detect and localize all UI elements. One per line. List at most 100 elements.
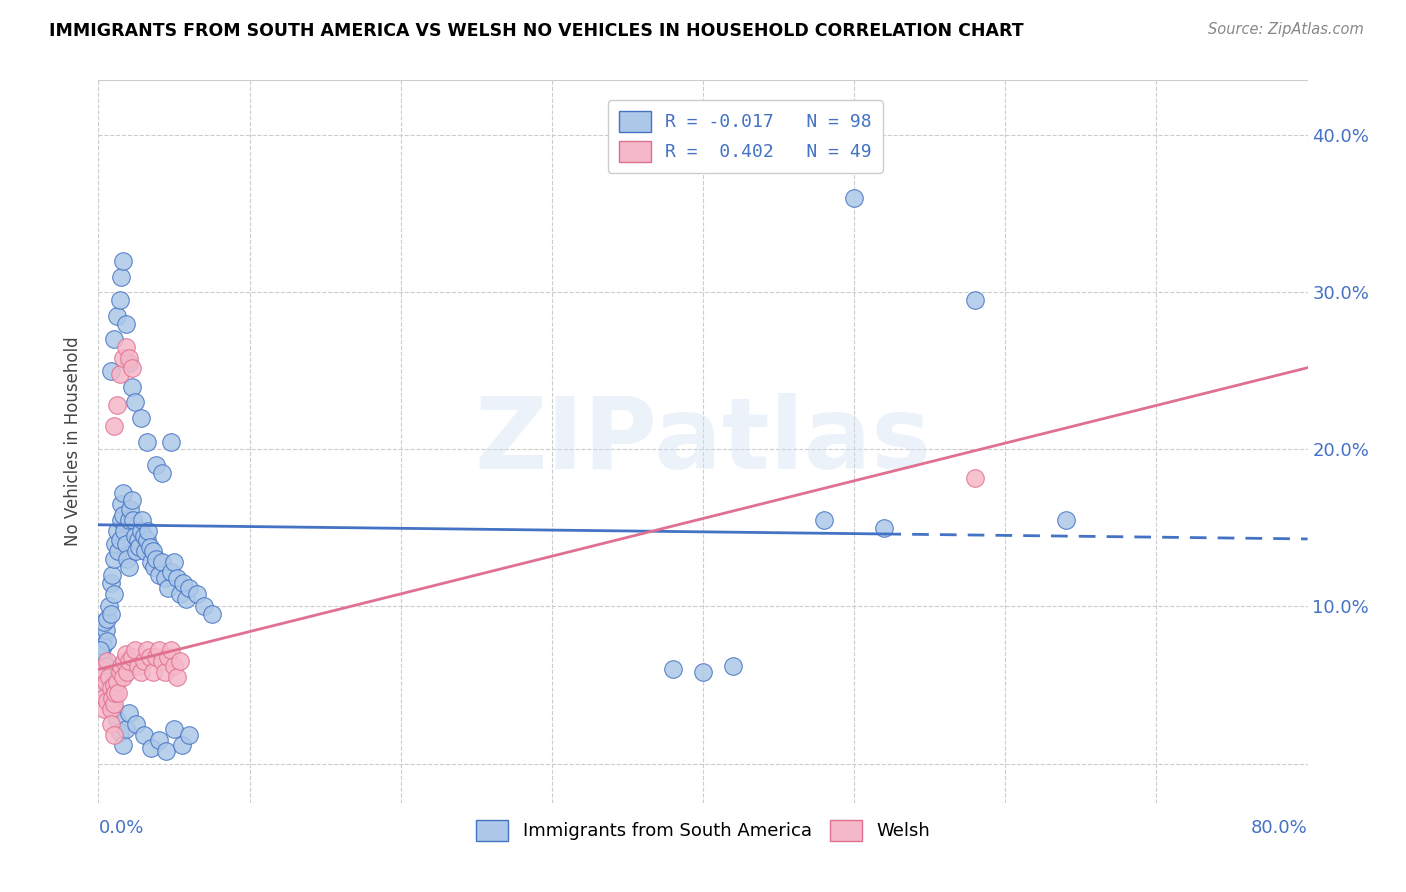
- Point: [93, 701, 115, 715]
- Point: [103, 701, 125, 715]
- Point: [145, 649, 167, 664]
- Point: [100, 364, 122, 378]
- Point: [100, 607, 122, 622]
- Text: Source: ZipAtlas.com: Source: ZipAtlas.com: [1208, 22, 1364, 37]
- Point: [136, 524, 159, 538]
- Point: [163, 722, 186, 736]
- Point: [127, 533, 149, 548]
- Point: [108, 665, 131, 680]
- Point: [141, 556, 163, 570]
- Point: [103, 678, 125, 692]
- Point: [172, 575, 194, 590]
- Point: [90, 662, 112, 676]
- Point: [93, 655, 115, 669]
- Point: [723, 659, 745, 673]
- Point: [160, 434, 183, 449]
- Point: [111, 486, 134, 500]
- Point: [1054, 513, 1077, 527]
- Point: [134, 544, 156, 558]
- Point: [103, 418, 125, 433]
- Point: [111, 670, 134, 684]
- Point: [96, 655, 118, 669]
- Point: [156, 581, 179, 595]
- Legend: Immigrants from South America, Welsh: Immigrants from South America, Welsh: [468, 813, 938, 848]
- Point: [873, 521, 896, 535]
- Point: [132, 728, 155, 742]
- Point: [91, 670, 114, 684]
- Point: [150, 556, 173, 570]
- Point: [111, 508, 134, 523]
- Text: ZIPatlas: ZIPatlas: [475, 393, 931, 490]
- Point: [135, 533, 157, 548]
- Point: [121, 649, 143, 664]
- Point: [139, 540, 162, 554]
- Point: [105, 674, 128, 689]
- Point: [96, 694, 118, 708]
- Point: [115, 552, 138, 566]
- Point: [965, 293, 987, 308]
- Point: [135, 643, 157, 657]
- Point: [156, 649, 179, 664]
- Point: [170, 738, 193, 752]
- Point: [93, 690, 115, 705]
- Point: [94, 659, 117, 673]
- Point: [110, 513, 132, 527]
- Point: [121, 379, 143, 393]
- Point: [813, 513, 835, 527]
- Text: 0.0%: 0.0%: [98, 819, 143, 837]
- Point: [160, 643, 183, 657]
- Point: [107, 544, 129, 558]
- Point: [150, 466, 173, 480]
- Point: [122, 513, 145, 527]
- Point: [121, 492, 143, 507]
- Point: [155, 744, 177, 758]
- Y-axis label: No Vehicles in Household: No Vehicles in Household: [65, 336, 83, 547]
- Point: [110, 269, 132, 284]
- Point: [142, 544, 165, 558]
- Point: [91, 681, 114, 695]
- Point: [112, 524, 135, 538]
- Point: [150, 655, 173, 669]
- Point: [174, 591, 197, 606]
- Point: [105, 524, 128, 538]
- Point: [94, 674, 117, 689]
- Point: [100, 681, 122, 695]
- Point: [96, 634, 118, 648]
- Point: [89, 643, 111, 657]
- Point: [145, 458, 167, 472]
- Point: [91, 631, 114, 645]
- Point: [91, 639, 114, 653]
- Point: [108, 293, 131, 308]
- Point: [103, 697, 125, 711]
- Point: [132, 529, 155, 543]
- Point: [166, 571, 188, 585]
- Point: [105, 398, 128, 412]
- Point: [124, 395, 146, 409]
- Point: [129, 665, 152, 680]
- Point: [141, 740, 163, 755]
- Point: [125, 544, 148, 558]
- Point: [93, 681, 115, 695]
- Point: [143, 560, 166, 574]
- Point: [129, 411, 152, 425]
- Point: [110, 659, 132, 673]
- Point: [163, 556, 186, 570]
- Point: [112, 655, 135, 669]
- Point: [107, 686, 129, 700]
- Point: [103, 552, 125, 566]
- Point: [118, 655, 141, 669]
- Point: [114, 647, 136, 661]
- Point: [125, 717, 148, 731]
- Point: [104, 536, 127, 550]
- Point: [114, 536, 136, 550]
- Point: [131, 513, 153, 527]
- Point: [179, 728, 201, 742]
- Point: [166, 670, 188, 684]
- Point: [186, 587, 208, 601]
- Point: [103, 728, 125, 742]
- Point: [111, 351, 134, 366]
- Point: [108, 725, 131, 739]
- Point: [163, 659, 186, 673]
- Point: [100, 717, 122, 731]
- Point: [103, 333, 125, 347]
